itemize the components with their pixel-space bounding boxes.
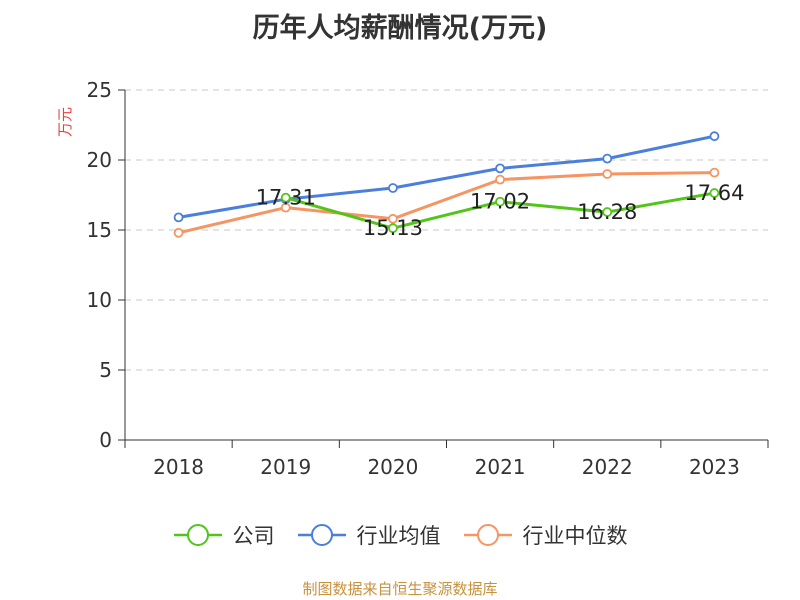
data-point <box>495 163 505 174</box>
data-label: 15.13 <box>363 216 423 240</box>
x-tick-label: 2020 <box>367 455 418 479</box>
series-line-3 <box>177 171 716 235</box>
x-tick-label: 2019 <box>260 455 311 479</box>
y-tick-label: 10 <box>87 288 112 312</box>
y-tick-label: 20 <box>87 148 112 172</box>
chart-title: 历年人均薪酬情况(万元) <box>252 13 548 44</box>
x-tick-label: 2023 <box>689 455 740 479</box>
data-point <box>495 196 505 207</box>
series-line-2 <box>177 134 716 219</box>
data-label: 16.28 <box>577 200 637 224</box>
y-tick-label: 5 <box>99 358 112 382</box>
data-point <box>709 167 720 178</box>
data-point <box>602 153 613 164</box>
data-point <box>388 213 398 224</box>
source-note: 制图数据来自恒生聚源数据库 <box>302 580 498 598</box>
data-point <box>388 223 398 234</box>
legend-item[interactable]: 行业中位数 <box>463 520 628 550</box>
legend-item[interactable]: 公司 <box>173 520 275 550</box>
legend-item[interactable]: 行业均值 <box>297 520 441 550</box>
data-label: 17.64 <box>684 181 744 205</box>
legend-label: 公司 <box>232 524 275 548</box>
legend-label: 行业中位数 <box>522 524 628 548</box>
data-point <box>280 192 291 203</box>
legend-swatch-icon <box>463 524 512 546</box>
data-point <box>173 212 184 223</box>
x-tick-label: 2021 <box>475 455 526 479</box>
y-tick-label: 15 <box>87 218 112 242</box>
y-tick-label: 25 <box>87 78 112 102</box>
data-point <box>602 207 613 217</box>
data-point <box>709 188 720 198</box>
data-point <box>602 169 613 179</box>
y-axis-label: 万元 <box>56 107 74 137</box>
data-point <box>280 202 291 213</box>
chart-legend: 公司 行业均值 行业中位数 <box>0 520 800 550</box>
x-tick-label: 2018 <box>153 455 204 479</box>
data-label: 17.02 <box>470 190 530 214</box>
data-point <box>495 174 505 185</box>
legend-swatch-icon <box>173 524 222 546</box>
data-point <box>173 227 184 238</box>
legend-label: 行业均值 <box>356 524 441 548</box>
legend-swatch-icon <box>297 524 346 546</box>
x-tick-label: 2022 <box>582 455 633 479</box>
data-point <box>709 131 720 142</box>
data-label: 17.31 <box>256 186 316 210</box>
data-point <box>388 183 398 193</box>
y-tick-label: 0 <box>99 428 112 452</box>
